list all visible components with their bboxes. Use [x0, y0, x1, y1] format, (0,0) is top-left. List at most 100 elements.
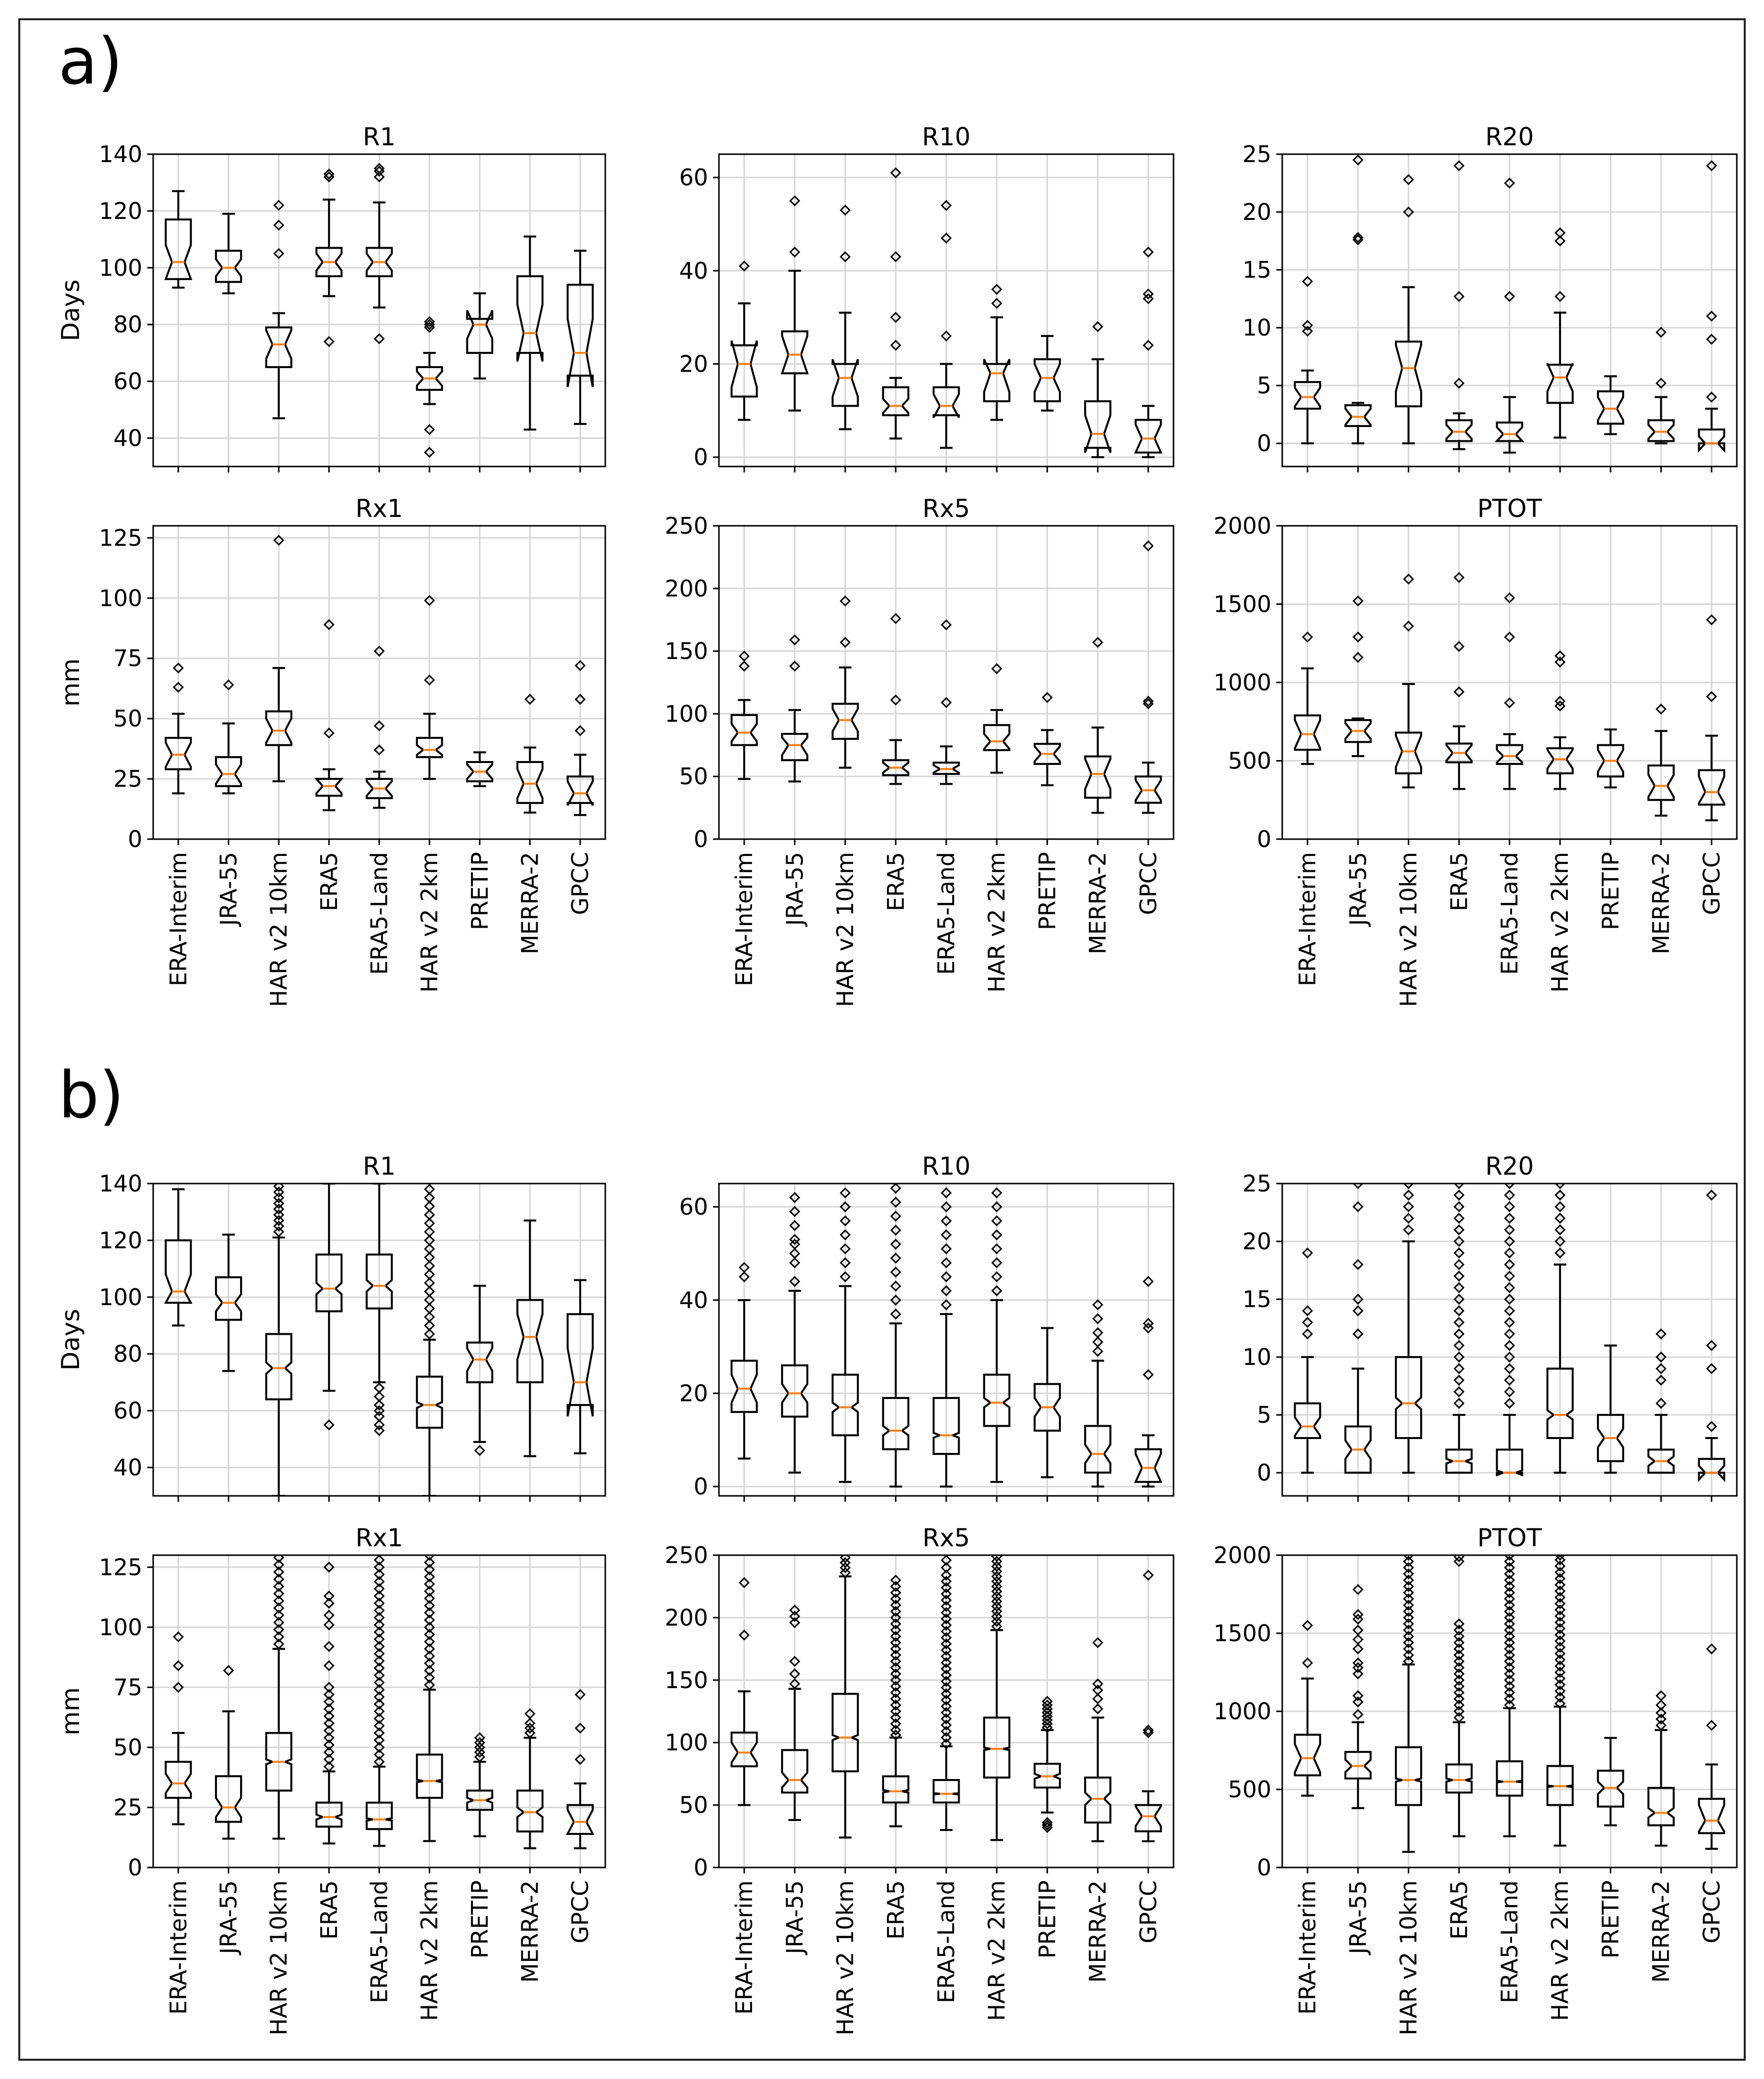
- flier-point: [1352, 1584, 1364, 1595]
- notched-box: [516, 1299, 544, 1384]
- flier-point: [424, 1607, 435, 1618]
- flier-point: [940, 1243, 952, 1255]
- flier-point: [890, 1650, 901, 1661]
- y-tick-label: 15: [1242, 1286, 1271, 1313]
- y-tick-label: 100: [665, 1729, 708, 1756]
- flier-point: [1352, 1662, 1364, 1673]
- x-tick-label: ERA5-Land: [933, 1880, 960, 2003]
- flier-point: [1352, 1690, 1364, 1701]
- flier-point: [323, 619, 335, 631]
- notched-box: [1033, 1763, 1061, 1789]
- flier-point: [1042, 1696, 1053, 1707]
- box-jra-55: [215, 679, 242, 795]
- flier-point: [1504, 1593, 1515, 1605]
- y-tick-label: 100: [99, 585, 142, 611]
- y-tick-label: 40: [679, 1287, 708, 1314]
- y-tick-label: 200: [665, 1604, 708, 1631]
- notched-box: [566, 1804, 594, 1835]
- flier-point: [1352, 1624, 1364, 1636]
- flier-point: [1554, 227, 1566, 239]
- chart-title: Rx1: [355, 1524, 403, 1552]
- flier-point: [424, 1226, 435, 1237]
- flier-point: [273, 1581, 285, 1592]
- flier-point: [374, 744, 385, 756]
- flier-point: [1142, 1322, 1154, 1334]
- y-tick-label: 100: [665, 700, 708, 727]
- box-merra-2: [1647, 1328, 1675, 1474]
- flier-point: [1403, 1224, 1414, 1235]
- flier-point: [172, 1682, 184, 1693]
- chart-title: Rx5: [923, 1524, 970, 1552]
- flier-point: [1403, 1593, 1414, 1605]
- y-tick-label: 0: [694, 1854, 708, 1881]
- flier-point: [840, 1215, 851, 1227]
- y-tick-label: 1500: [1214, 591, 1271, 618]
- plot-area: [1294, 572, 1725, 821]
- y-tick-label: 75: [113, 645, 142, 672]
- x-tick-label: ERA5-Land: [366, 1880, 393, 2003]
- flier-point: [1554, 1616, 1566, 1628]
- notched-box: [516, 275, 544, 362]
- flier-point: [374, 1612, 385, 1623]
- chart-title: Rx5: [923, 494, 970, 523]
- flier-point: [273, 1198, 285, 1209]
- y-tick-label: 20: [1242, 1228, 1271, 1255]
- notched-box: [1084, 755, 1112, 799]
- flier-point: [940, 1271, 952, 1282]
- x-tick-label: HAR v2 2km: [1547, 852, 1573, 992]
- box-har-v2-10km: [265, 1184, 293, 1496]
- flier-point: [840, 1557, 851, 1569]
- box-merra-2: [1084, 1637, 1112, 1842]
- chart-b-rx5: 0 50 100 150 200 250 ERA-Interim JRA-55 HAR v2 1…: [665, 1524, 1175, 2036]
- flier-point: [940, 1719, 952, 1731]
- y-axis-label: mm: [56, 658, 85, 706]
- y-tick-label: 2000: [1214, 512, 1271, 539]
- flier-point: [323, 1660, 335, 1671]
- flier-point: [273, 1209, 285, 1221]
- flier-point: [374, 1562, 385, 1573]
- notched-box: [164, 1239, 193, 1304]
- flier-point: [1504, 1556, 1515, 1567]
- flier-point: [1403, 1189, 1414, 1201]
- flier-point: [1504, 1574, 1515, 1586]
- flier-point: [940, 1700, 952, 1712]
- flier-point: [1554, 235, 1566, 247]
- flier-point: [1554, 1623, 1566, 1634]
- flier-point: [1142, 1369, 1154, 1380]
- flier-point: [940, 1215, 952, 1227]
- flier-point: [940, 1713, 952, 1725]
- box-har-v2-10km: [832, 205, 859, 430]
- flier-point: [1352, 232, 1364, 243]
- notched-box: [1344, 404, 1372, 427]
- flier-point: [1706, 1189, 1718, 1201]
- flier-point: [1403, 1574, 1414, 1586]
- y-tick-label: 5: [1257, 1401, 1271, 1428]
- flier-point: [1302, 276, 1313, 287]
- notched-box: [932, 386, 960, 418]
- y-tick-label: 150: [665, 638, 708, 665]
- flier-point: [1352, 1293, 1364, 1305]
- flier-point: [1504, 1606, 1515, 1617]
- flier-point: [1453, 1305, 1465, 1316]
- x-tick-label: HAR v2 10km: [832, 852, 859, 1007]
- flier-point: [890, 1662, 901, 1673]
- flier-point: [374, 1735, 385, 1746]
- y-tick-label: 20: [1242, 199, 1271, 225]
- flier-point: [424, 1679, 435, 1691]
- box-era5-land: [1496, 1184, 1523, 1477]
- flier-point: [1092, 1336, 1103, 1348]
- notched-box: [1698, 1797, 1725, 1834]
- flier-point: [1504, 1282, 1515, 1293]
- flier-point: [1302, 320, 1313, 331]
- box-era5: [315, 1562, 343, 1845]
- box-har-v2-2km: [1546, 1555, 1574, 1847]
- flier-point: [1504, 1555, 1515, 1561]
- flier-point: [1706, 1720, 1718, 1731]
- flier-point: [424, 1600, 435, 1612]
- flier-point: [524, 694, 536, 705]
- flier-point: [1554, 1685, 1566, 1697]
- chart-title: R1: [363, 123, 396, 151]
- chart-a-r10: 0 20 40 60 R10: [679, 123, 1175, 472]
- flier-point: [424, 1564, 435, 1575]
